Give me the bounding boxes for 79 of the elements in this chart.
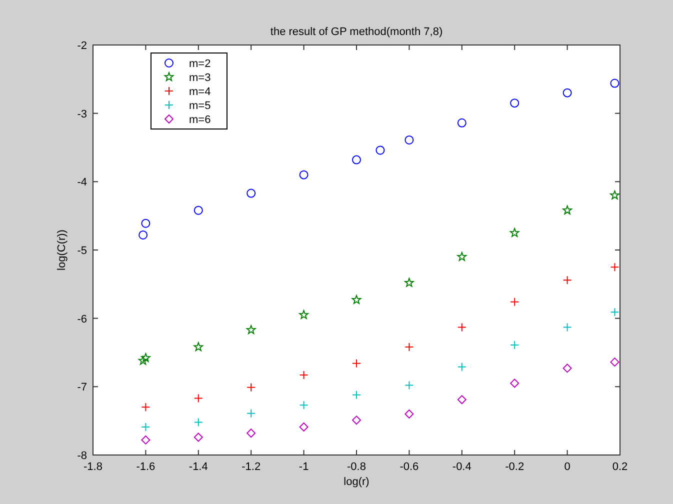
point xyxy=(376,146,385,155)
point xyxy=(246,325,256,334)
point xyxy=(352,155,361,164)
point xyxy=(404,410,414,418)
x-tick-label: -1.8 xyxy=(84,461,102,473)
point xyxy=(562,205,572,214)
point xyxy=(138,230,148,240)
point xyxy=(299,310,308,319)
y-tick-label: -5 xyxy=(77,245,87,257)
point xyxy=(404,380,414,390)
point xyxy=(299,400,308,410)
point xyxy=(510,378,520,388)
point xyxy=(610,308,620,317)
point xyxy=(246,408,256,418)
x-tick-label: -0.6 xyxy=(400,461,419,473)
point xyxy=(194,432,203,442)
point xyxy=(404,278,414,287)
point xyxy=(562,276,572,285)
point xyxy=(138,356,148,365)
point xyxy=(141,218,150,228)
legend-label: m=3 xyxy=(189,72,211,84)
x-tick-label: -1.4 xyxy=(188,461,208,473)
x-tick-label: -1.2 xyxy=(242,461,261,473)
point xyxy=(457,362,466,372)
legend-label: m=2 xyxy=(189,58,211,70)
point xyxy=(404,342,414,352)
x-tick-label: -0.4 xyxy=(452,461,472,473)
point xyxy=(194,342,204,352)
x-tick-label: -0.8 xyxy=(347,461,366,473)
legend-label: m=6 xyxy=(189,114,211,126)
x-tick-label: -1 xyxy=(298,461,309,473)
point xyxy=(246,382,256,392)
point xyxy=(404,135,414,144)
y-tick-label: -6 xyxy=(77,313,87,326)
x-tick-label: 0 xyxy=(564,461,570,473)
legend-label: m=5 xyxy=(189,100,211,112)
point xyxy=(610,190,620,200)
x-tick-label: -0.2 xyxy=(505,461,524,473)
point xyxy=(610,358,620,367)
point xyxy=(457,322,466,332)
point xyxy=(141,422,150,432)
legend-label: m=4 xyxy=(189,86,211,98)
point xyxy=(194,394,203,403)
x-axis-title: log(r) xyxy=(344,476,370,488)
y-tick-label: -3 xyxy=(77,108,87,120)
point xyxy=(562,364,572,373)
y-tick-label: -8 xyxy=(77,450,87,462)
point xyxy=(457,395,466,404)
point xyxy=(246,188,256,198)
point xyxy=(299,370,308,380)
point xyxy=(299,170,308,180)
y-tick-label: -2 xyxy=(77,40,87,52)
point xyxy=(246,428,256,438)
point xyxy=(194,418,203,427)
point xyxy=(141,435,150,444)
point xyxy=(141,353,150,362)
y-tick-label: -4 xyxy=(77,176,87,189)
point xyxy=(457,252,467,261)
x-tick-label: 0.2 xyxy=(612,461,628,473)
y-tick-label: -7 xyxy=(77,382,87,394)
y-axis-title: log(C(r)) xyxy=(56,230,68,270)
point xyxy=(352,416,361,425)
point xyxy=(194,206,203,215)
x-tick-label: -1.6 xyxy=(136,461,156,473)
point xyxy=(299,422,308,432)
point xyxy=(510,297,520,306)
point xyxy=(610,262,620,272)
point xyxy=(610,78,620,88)
point xyxy=(457,118,466,128)
point xyxy=(562,322,572,332)
chart-title: the result of GP method(month 7,8) xyxy=(270,26,443,38)
point xyxy=(141,402,150,412)
point xyxy=(352,294,362,304)
point xyxy=(562,88,572,98)
point xyxy=(510,228,520,237)
point xyxy=(510,98,520,108)
point xyxy=(510,340,520,350)
point xyxy=(352,358,361,368)
point xyxy=(352,390,361,400)
